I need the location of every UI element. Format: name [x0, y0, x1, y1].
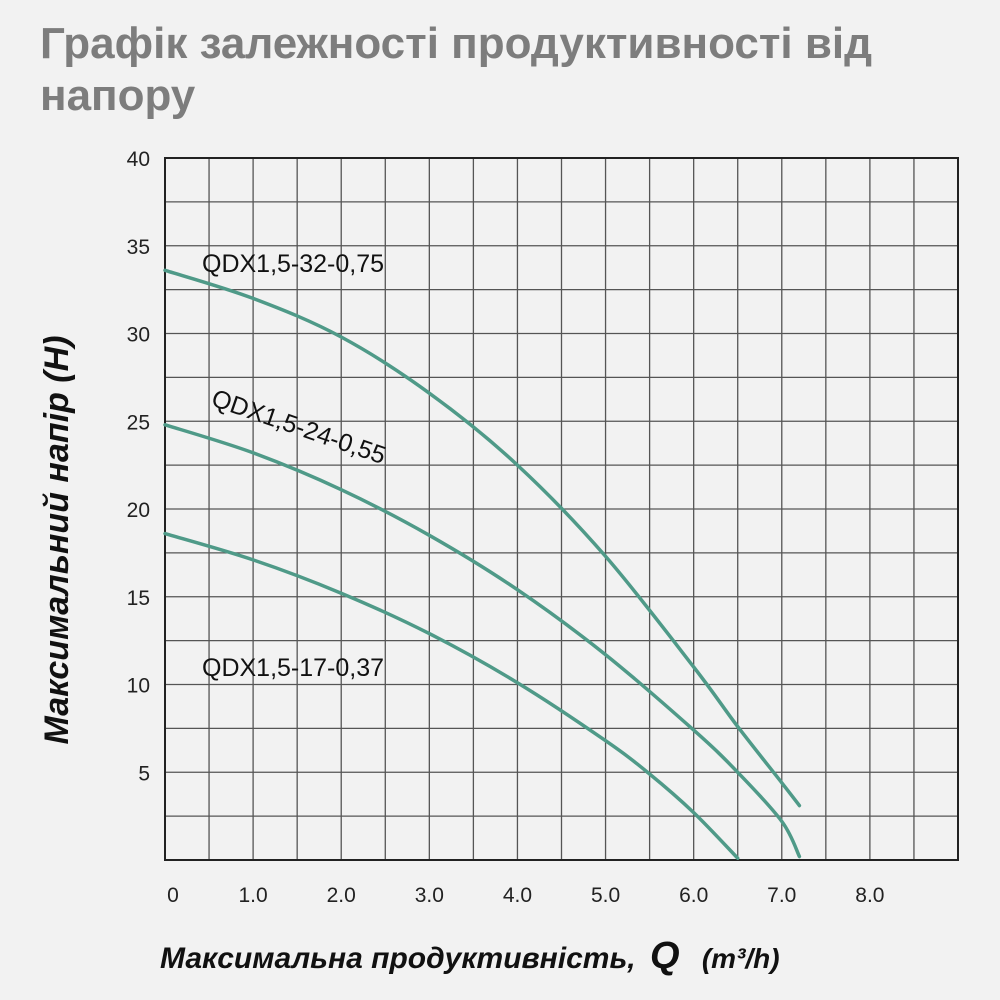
y-tick-label: 20 — [127, 499, 150, 522]
curves — [163, 268, 802, 860]
x-tick-label: 3.0 — [415, 884, 444, 907]
chart-title: Графік залежності продуктивності від нап… — [40, 19, 873, 120]
y-tick-label: 15 — [127, 587, 150, 610]
y-tick-label: 35 — [127, 236, 150, 259]
y-tick-label: 5 — [138, 762, 150, 785]
x-axis-symbol: Q — [650, 935, 680, 977]
y-tick-label: 30 — [127, 324, 150, 347]
series-label-qdx-17: QDX1,5-17-0,37 — [202, 654, 384, 682]
series-line-qdx-32 — [163, 268, 802, 808]
x-tick-label: 1.0 — [239, 884, 268, 907]
y-tick-label: 25 — [127, 411, 150, 434]
series-label-qdx-32: QDX1,5-32-0,75 — [202, 250, 384, 278]
y-tick-label: 10 — [127, 675, 150, 698]
grid — [164, 157, 959, 861]
x-axis-unit: (m³/h) — [702, 943, 780, 974]
x-tick-label: 0 — [167, 884, 179, 907]
x-tick-label: 2.0 — [327, 884, 356, 907]
tick-labels: 0 1.0 2.0 3.0 4.0 5.0 6.0 7.0 8.0 5 10 15 20 25 30 35 40 — [127, 148, 885, 907]
series-line-qdx-24 — [163, 423, 802, 859]
x-tick-label: 4.0 — [503, 884, 532, 907]
x-tick-label: 8.0 — [855, 884, 884, 907]
x-axis-label-text: Максимальна продуктивність, — [160, 942, 636, 975]
x-axis-label: Максимальна продуктивність, Q (m³/h) — [160, 935, 780, 977]
y-tick-label: 40 — [127, 148, 150, 171]
plot-frame — [164, 157, 959, 861]
y-axis-label: Максимальний напір (Н) — [38, 336, 76, 745]
x-tick-label: 7.0 — [767, 884, 796, 907]
x-tick-label: 6.0 — [679, 884, 708, 907]
x-tick-label: 5.0 — [591, 884, 620, 907]
series-label-qdx-24: QDX1,5-24-0,55 — [208, 384, 389, 470]
series-line-qdx-17 — [163, 531, 740, 860]
